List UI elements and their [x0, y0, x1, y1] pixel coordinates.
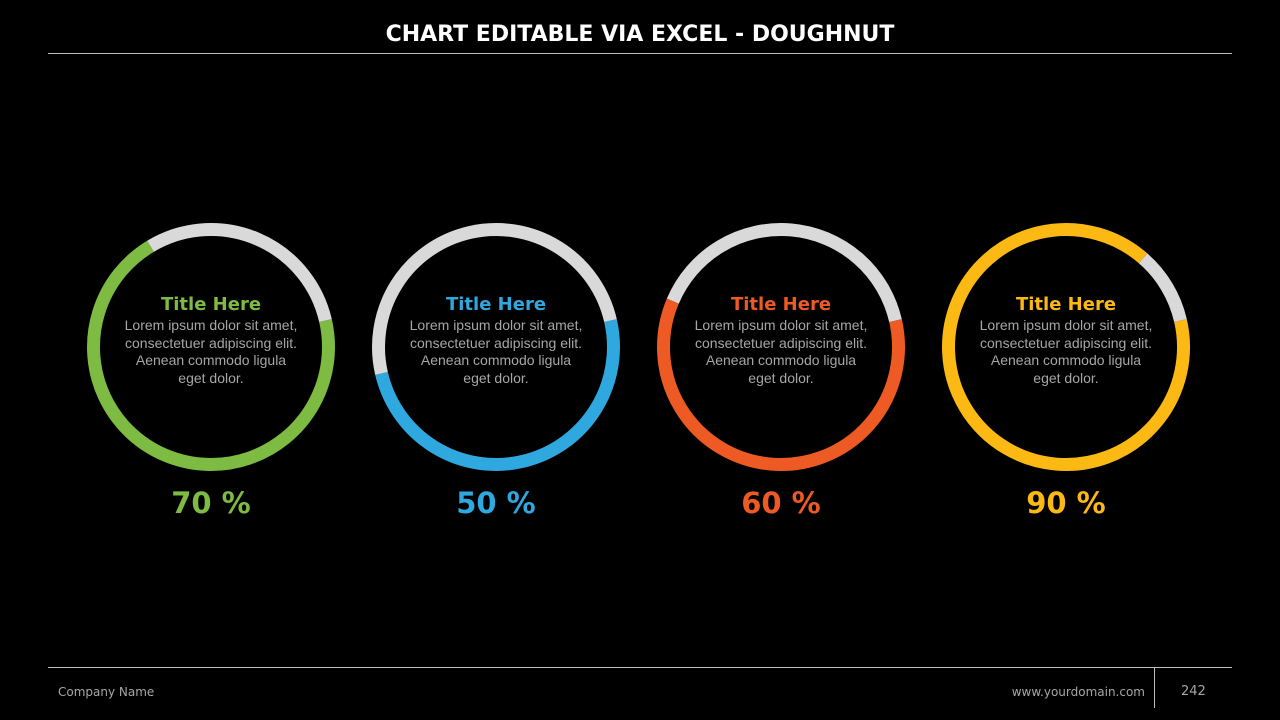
- percent-label: 90 %: [1026, 486, 1106, 520]
- company-name: Company Name: [58, 685, 155, 699]
- percent-label: 50 %: [456, 486, 536, 520]
- slide-title: CHART EDITABLE VIA EXCEL - DOUGHNUT: [385, 22, 895, 47]
- remainder-segment: [1138, 253, 1187, 323]
- value-segment: [657, 298, 905, 471]
- chart-title: Title Here: [1015, 294, 1117, 315]
- chart-description: Lorem ipsum dolor sit amet, consectetuer…: [409, 317, 583, 386]
- domain-link[interactable]: www.yourdomain.com: [1011, 685, 1145, 699]
- value-segment: [375, 319, 620, 471]
- chart-title: Title Here: [445, 294, 547, 315]
- remainder-segment: [666, 223, 902, 323]
- header-divider: [48, 53, 1232, 54]
- chart-title: Title Here: [730, 294, 832, 315]
- chart-description: Lorem ipsum dolor sit amet, consectetuer…: [979, 317, 1153, 386]
- chart-title: Title Here: [160, 294, 262, 315]
- percent-label: 60 %: [741, 486, 821, 520]
- remainder-segment: [147, 223, 332, 323]
- chart-description: Lorem ipsum dolor sit amet, consectetuer…: [694, 317, 868, 386]
- percent-label: 70 %: [171, 486, 251, 520]
- footer-separator: [1154, 667, 1155, 708]
- chart-description: Lorem ipsum dolor sit amet, consectetuer…: [124, 317, 298, 386]
- footer-divider: [48, 667, 1232, 668]
- value-segment: [87, 240, 335, 471]
- page-number: 242: [1181, 684, 1206, 699]
- remainder-segment: [372, 223, 617, 375]
- value-segment: [942, 223, 1190, 471]
